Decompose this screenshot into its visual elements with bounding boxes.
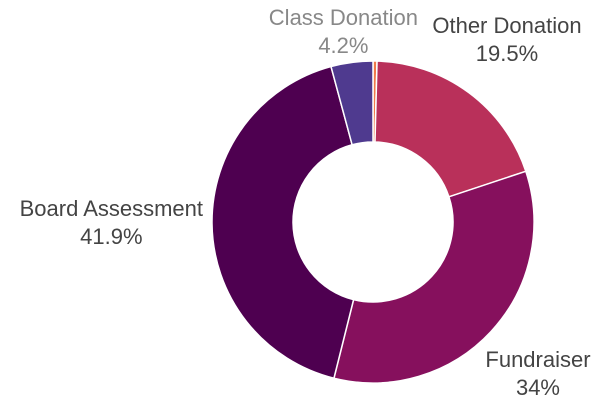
slice-value-label: 34% — [516, 375, 560, 400]
slice-value-label: 41.9% — [80, 224, 142, 249]
donut-slice — [374, 60, 527, 198]
donut-slice — [211, 65, 355, 380]
slice-value-label: 4.2% — [318, 33, 368, 58]
slice-label: Board Assessment — [20, 196, 203, 221]
slice-label: Class Donation — [269, 5, 418, 30]
slice-label: Fundraiser — [485, 347, 590, 372]
donut-slice — [333, 170, 535, 384]
slice-value-label: 19.5% — [476, 41, 538, 66]
donut-slice — [330, 60, 374, 146]
slice-label: Other Donation — [432, 13, 581, 38]
